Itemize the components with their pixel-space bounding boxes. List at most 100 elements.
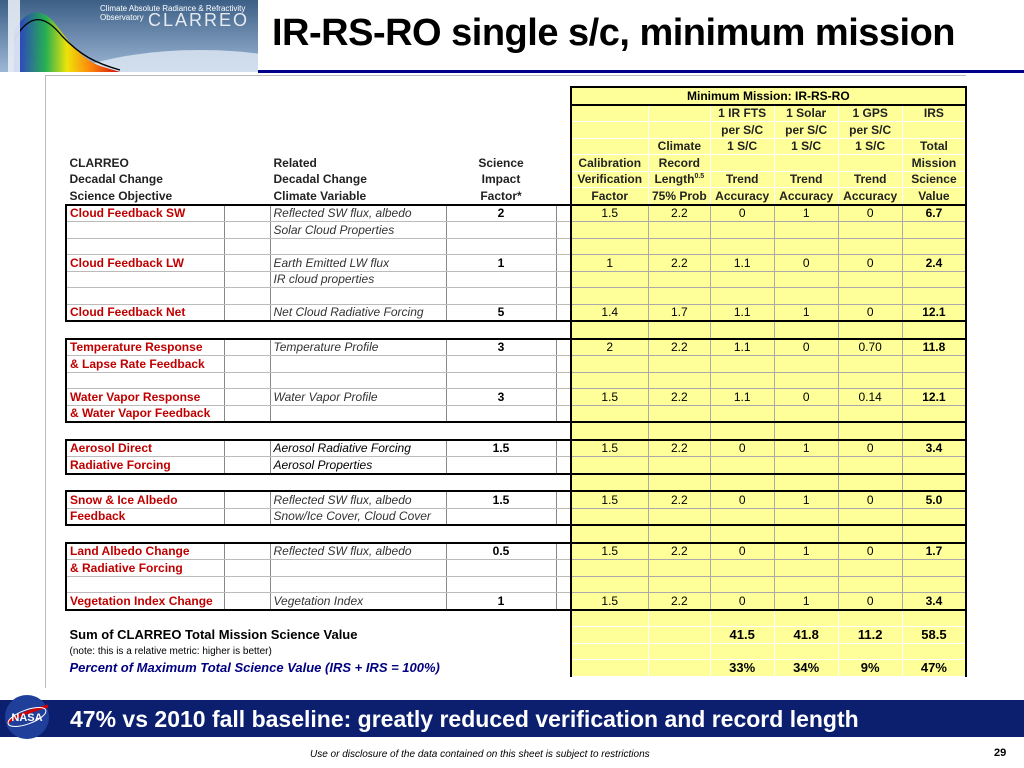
ir-value-cell [710,221,775,239]
irs-value-cell [902,456,968,475]
ir-value-cell: 0 [710,541,775,560]
disclosure-note: Use or disclosure of the data contained … [310,749,650,760]
clim-value-cell [648,271,711,288]
spacer-cell [563,541,572,560]
spacer-cell [224,372,271,389]
variable-cell: Vegetation Index [270,592,447,611]
variable-cell: IR cloud properties [270,271,447,288]
gps-value-cell [838,238,903,255]
clim-value-cell [648,525,711,543]
gps-value-cell: 0 [838,541,903,560]
solar-value-cell [774,287,839,305]
table-row: Feedback Snow/Ice Cover, Cloud Cover [65,508,968,526]
variable-cell: Aerosol Properties [270,456,447,475]
table-row: Vegetation Index Change Vegetation Index 1… [65,592,968,611]
solar-value-cell: 1 [774,203,839,222]
gps-value-cell: 0 [838,592,903,611]
ir-header-1: 1 IR FTS [710,104,775,122]
spacer-cell [556,355,563,373]
nasa-logo-icon: NASA [5,695,49,739]
spacer-cell [563,422,571,440]
impact-cell: 0.5 [446,541,557,560]
note-row: (note: this is a relative metric: higher… [66,643,968,660]
ir-value-cell [710,321,775,339]
variable-cell [270,321,446,339]
clim-value-cell: 2.2 [648,203,711,222]
svg-text:NASA: NASA [11,712,42,724]
cal-value-cell: 1.5 [569,438,649,457]
spacer-cell [556,525,563,543]
sum-label: Sum of CLARREO Total Mission Science Val… [69,627,358,643]
spacer-cell [648,659,711,676]
cal-value-cell: 1.5 [569,541,649,560]
table-row [66,422,968,440]
ir-header-5: Accuracy [710,187,775,205]
ir-value-cell [710,271,775,288]
spacer-cell [563,304,572,322]
gps-value-cell [838,271,903,288]
spacer-cell [563,592,572,611]
spacer-cell [224,388,271,406]
spacer-cell [556,271,563,288]
table-row [65,372,968,389]
variable-header-3: Climate Variable [273,188,367,203]
spacer-cell [563,474,571,492]
cal-value-cell [569,221,649,239]
clim-value-cell [648,456,711,475]
clim-value-cell [648,405,711,423]
spacer-cell [838,609,903,627]
ir-value-cell: 1.1 [710,304,775,322]
clim-value-cell [648,287,711,305]
solar-value-cell: 0 [774,254,839,272]
spacer-cell [569,609,649,627]
spacer-cell [224,203,271,222]
objective-header-2: Decadal Change [69,172,163,187]
objective-cell [65,576,225,593]
table-row [66,473,968,492]
table-row [65,576,968,593]
table-row: Solar Cloud Properties [65,221,968,239]
solar-header-5: Accuracy [774,187,839,205]
table-row: Land Albedo Change Reflected SW flux, alb… [65,541,968,560]
table-row [65,287,968,305]
spacer-cell [224,576,271,593]
cal-value-cell [569,271,649,288]
spacer-cell [556,508,563,526]
spacer-cell [563,525,571,543]
ir-value-cell: 0 [710,592,775,611]
irs-value-cell [902,559,968,577]
spacer-cell [902,609,968,627]
impact-cell: 1 [446,254,557,272]
objective-cell [66,474,224,492]
climate-header-1: Climate [648,138,711,155]
table-row: IR cloud properties [65,271,968,288]
cal-value-cell [569,525,649,543]
cal-value-cell [569,372,649,389]
clim-value-cell [648,576,711,593]
clim-value-cell [648,321,711,339]
irs-value-cell: 3.4 [902,592,968,611]
ir-value-cell: 0 [710,203,775,222]
clim-value-cell: 2.2 [648,490,711,509]
gps-value-cell: 0.14 [838,388,903,406]
gps-value-cell: 0 [838,490,903,509]
variable-cell: Reflected SW flux, albedo [270,203,447,222]
ir-value-cell [710,456,775,475]
solar-value-cell [774,238,839,255]
table-row [66,525,968,543]
spacer-cell [556,610,563,627]
table-row: Snow & Ice Albedo Reflected SW flux, albe… [65,490,968,509]
variable-header-1: Related [273,155,317,170]
clim-value-cell: 2.2 [648,438,711,457]
variable-cell: Reflected SW flux, albedo [270,490,447,509]
ir-value-cell [710,559,775,577]
percent-gps-value: 9% [838,659,903,676]
cal-value-cell [569,287,649,305]
spacer-cell [569,659,649,676]
spacer-cell [224,490,271,509]
irs-value-cell [902,508,968,526]
objective-cell: Cloud Feedback SW [65,203,225,222]
variable-header-2: Decadal Change [273,172,367,187]
spacer-cell [224,525,270,543]
irs-value-cell [902,321,968,339]
